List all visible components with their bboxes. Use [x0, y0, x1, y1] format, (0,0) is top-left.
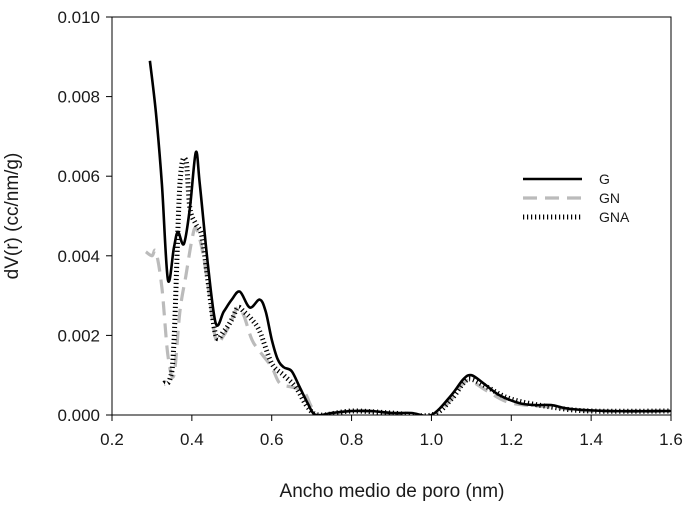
x-tick-label: 0.8	[340, 430, 364, 449]
x-axis-ticks: 0.2 0.4 0.6 0.8 1.0 1.2 1.4 1.6	[100, 415, 683, 449]
x-tick-label: 1.6	[659, 430, 683, 449]
x-tick-label: 1.2	[499, 430, 523, 449]
y-tick-label: 0.010	[57, 8, 100, 27]
legend-label-gna: GNA	[599, 209, 630, 225]
y-axis-title: dV(r) (cc/nm/g)	[2, 153, 23, 280]
plot-area-border	[111, 16, 672, 416]
plot-frame	[111, 16, 672, 416]
series-line-gn	[144, 226, 671, 415]
y-tick-label: 0.004	[57, 247, 100, 266]
x-tick-label: 1.4	[579, 430, 603, 449]
y-tick-label: 0.000	[57, 406, 100, 425]
x-tick-label: 1.0	[420, 430, 444, 449]
y-tick-label: 0.008	[57, 88, 100, 107]
series-line-gna	[162, 155, 671, 415]
legend-label-g: G	[599, 171, 610, 187]
x-axis-title: Ancho medio de poro (nm)	[280, 481, 505, 502]
series-line-g	[148, 60, 671, 415]
legend: G GN GNA	[523, 171, 630, 225]
x-tick-label: 0.6	[260, 430, 284, 449]
x-tick-label: 0.4	[180, 430, 204, 449]
series-layer	[144, 60, 671, 415]
legend-label-gn: GN	[599, 190, 620, 206]
y-axis-ticks: 0.000 0.002 0.004 0.006 0.008 0.010	[57, 8, 112, 425]
y-tick-label: 0.006	[57, 167, 100, 186]
y-tick-label: 0.002	[57, 326, 100, 345]
x-tick-label: 0.2	[100, 430, 124, 449]
